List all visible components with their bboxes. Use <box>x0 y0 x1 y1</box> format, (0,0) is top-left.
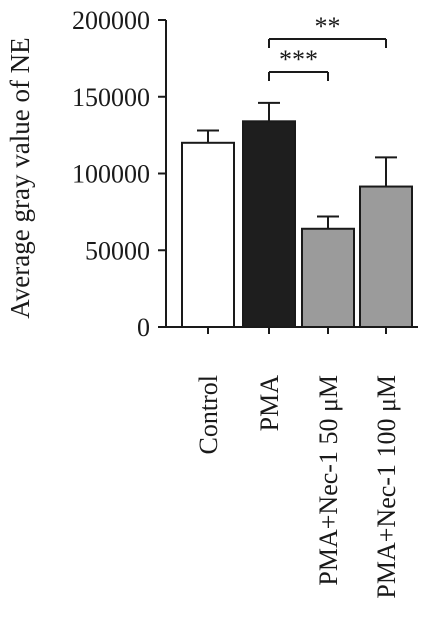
y-tick-label: 100000 <box>72 160 150 189</box>
bar <box>301 227 355 328</box>
y-tick-label: 50000 <box>85 236 150 265</box>
x-tick-label: Control <box>194 375 223 454</box>
x-tick-label: PMA+Nec-1 100 μM <box>372 375 401 599</box>
y-tick-label: 150000 <box>72 83 150 112</box>
x-tick-label: PMA <box>255 375 284 432</box>
y-tick-label: 0 <box>137 313 150 342</box>
bar <box>359 185 413 328</box>
plot-area: 0 50000 100000 150000 200000 Control PMA PMA+Ne… <box>72 6 418 599</box>
x-tick-label: PMA+Nec-1 50 μM <box>314 375 343 586</box>
bar <box>242 120 296 328</box>
y-tick-label: 200000 <box>72 6 150 35</box>
significance-label: ** <box>315 12 341 41</box>
y-axis-title: Average gray value of NE <box>5 37 35 318</box>
significance-label: *** <box>279 45 318 74</box>
bar <box>181 141 235 328</box>
